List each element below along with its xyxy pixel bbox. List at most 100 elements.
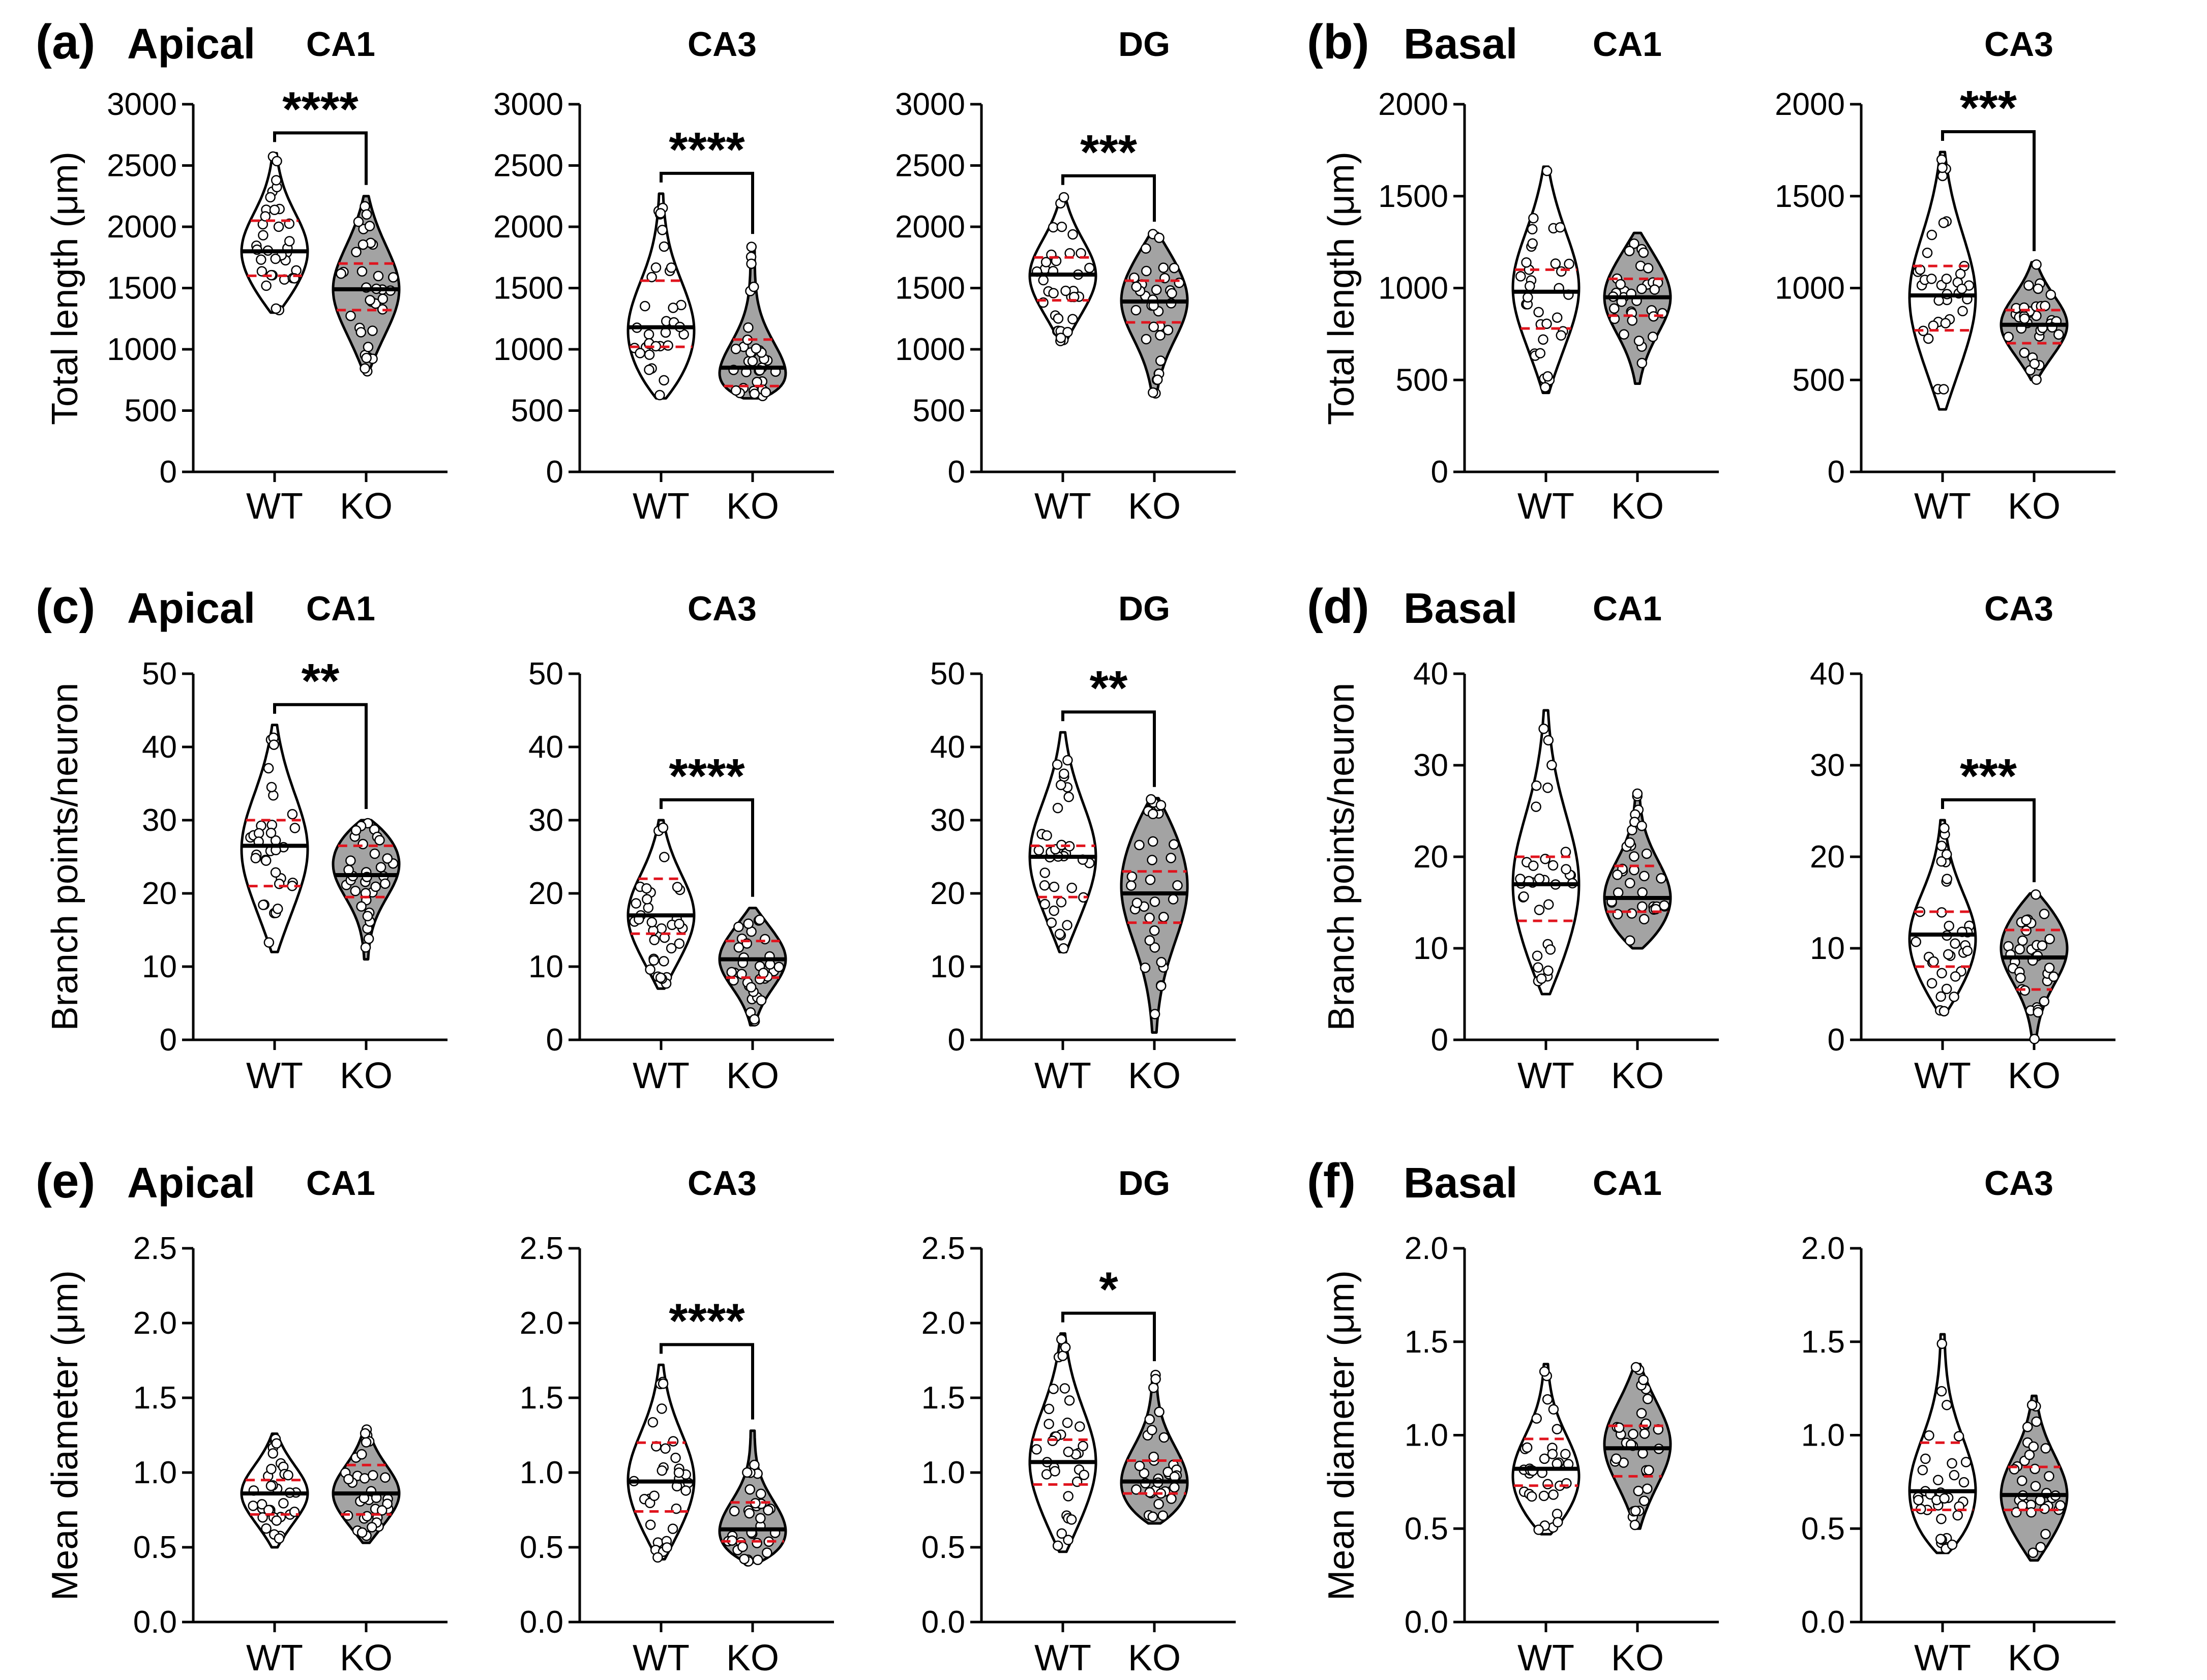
data-point (744, 1484, 755, 1495)
data-point (1033, 845, 1045, 856)
data-point (1541, 318, 1552, 329)
data-point (2055, 1500, 2066, 1511)
data-point (2040, 1443, 2051, 1454)
data-point (641, 883, 652, 894)
data-point (1533, 962, 1543, 973)
data-point (1543, 735, 1554, 746)
x-tick-label-wt: WT (1914, 1638, 1971, 1678)
data-point (1538, 334, 1548, 345)
data-point (284, 236, 295, 247)
data-point (1149, 942, 1160, 953)
data-point (749, 1014, 760, 1025)
data-point (370, 881, 381, 892)
data-point (273, 221, 284, 232)
data-point (1147, 836, 1158, 847)
data-point (2021, 915, 2032, 925)
data-point (1942, 1399, 1952, 1411)
data-point (1054, 928, 1065, 939)
data-point (671, 1503, 682, 1514)
panel-region: Apical (127, 584, 255, 632)
y-tick-label: 40 (1810, 656, 1845, 692)
data-point (388, 272, 399, 283)
panel-group-a: (a) Apical Total length (μm) (36, 15, 255, 425)
y-tick-label: 2.5 (921, 1231, 965, 1266)
data-point (1149, 925, 1160, 936)
y-tick-label: 1000 (1378, 271, 1448, 306)
data-point (1949, 992, 1959, 1002)
data-point (1148, 387, 1158, 398)
data-point (1149, 896, 1160, 907)
data-point (1056, 897, 1067, 908)
data-point (1950, 971, 1961, 982)
data-point (649, 935, 660, 945)
x-tick-label-ko: KO (2008, 1638, 2061, 1678)
data-point (1075, 1421, 1085, 1432)
data-point (1541, 165, 1553, 176)
data-point (356, 1527, 368, 1538)
data-point (271, 303, 282, 314)
data-point (2035, 1542, 2046, 1552)
data-point (2031, 1416, 2042, 1427)
data-point (1131, 281, 1142, 292)
data-point (660, 327, 671, 338)
panel-group-d: (d) Basal Branch points/neuron (1307, 579, 1517, 1031)
data-point (2053, 329, 2064, 340)
panel-region: Basal (1404, 1159, 1517, 1207)
data-point (1146, 1425, 1157, 1435)
data-point (660, 1443, 671, 1454)
data-point (1038, 275, 1049, 286)
significance-bracket (660, 798, 754, 897)
data-point (674, 938, 685, 949)
data-point (1614, 1422, 1625, 1433)
data-point (1911, 937, 1921, 947)
data-point (1131, 1484, 1142, 1495)
data-point (380, 878, 391, 889)
y-tick-label: 20 (1810, 839, 1845, 875)
data-point (1937, 162, 1948, 173)
y-tick-label: 30 (142, 803, 177, 838)
data-point (1629, 1519, 1641, 1531)
data-point (1134, 839, 1145, 851)
data-point (1527, 238, 1538, 249)
significance-bracket (273, 703, 368, 809)
y-tick-label: 2.0 (520, 1306, 563, 1341)
data-point (1649, 284, 1660, 295)
data-point (652, 1552, 663, 1563)
data-point (1939, 823, 1950, 833)
data-point (763, 1505, 773, 1516)
y-tick-label: 0 (1431, 1023, 1448, 1058)
chart-subtitle: CA1 (1593, 25, 1662, 64)
x-tick-label-ko: KO (1611, 486, 1664, 527)
data-point (1052, 759, 1063, 770)
y-axis-label: Total length (μm) (45, 152, 85, 425)
panel-region: Apical (127, 20, 255, 68)
data-point (1545, 944, 1556, 955)
data-point (274, 1533, 285, 1544)
data-point (1630, 1506, 1641, 1516)
data-point (2024, 1450, 2035, 1460)
data-point (1619, 329, 1629, 340)
panel-letter: (c) (36, 579, 95, 634)
data-point (1059, 1383, 1070, 1394)
panel-region: Basal (1404, 20, 1517, 68)
data-point (1157, 1510, 1168, 1521)
data-point (737, 1541, 748, 1552)
data-point (1084, 262, 1095, 274)
data-point (1542, 371, 1553, 382)
data-point (1542, 1479, 1553, 1490)
data-point (270, 867, 281, 878)
data-point (2026, 1507, 2037, 1518)
data-point (752, 1554, 763, 1565)
y-tick-label: 1.5 (921, 1381, 965, 1416)
data-point (1043, 1419, 1054, 1429)
data-point (1525, 281, 1535, 291)
y-tick-label: 1.5 (133, 1381, 177, 1416)
y-tick-label: 1000 (493, 332, 563, 367)
y-tick-label: 1.5 (1405, 1325, 1448, 1360)
data-point (1938, 384, 1949, 395)
data-point (367, 325, 378, 336)
data-point (1057, 1351, 1068, 1361)
data-point (1638, 1374, 1649, 1386)
y-tick-label: 10 (1810, 931, 1845, 966)
y-tick-label: 0.5 (1405, 1511, 1448, 1546)
